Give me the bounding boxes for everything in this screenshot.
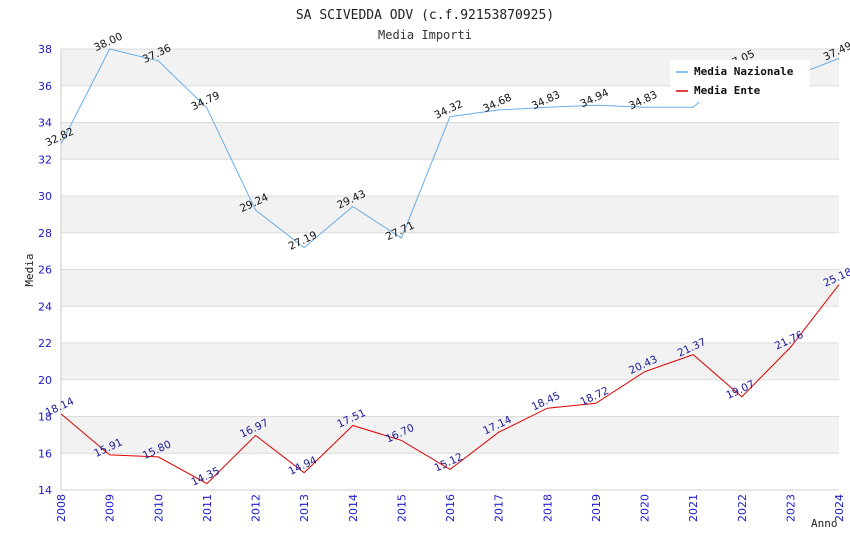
data-label: 34.83 xyxy=(530,89,562,113)
legend: Media Nazionale Media Ente xyxy=(670,60,810,102)
data-label: 34.32 xyxy=(433,98,465,122)
y-tick-label: 36 xyxy=(38,80,52,93)
x-tick-label: 2011 xyxy=(201,494,214,522)
axes xyxy=(60,49,839,491)
x-tick-label: 2015 xyxy=(395,494,408,522)
x-tick-label: 2022 xyxy=(736,494,749,522)
series-line-ente xyxy=(60,284,840,485)
legend-label-nazionale: Media Nazionale xyxy=(694,65,794,78)
grid-band xyxy=(61,269,839,307)
data-label: 34.68 xyxy=(481,91,513,115)
y-tick-label: 22 xyxy=(38,337,52,350)
data-label: 34.83 xyxy=(627,89,659,113)
data-label: 14.35 xyxy=(189,465,221,489)
y-tick-label: 14 xyxy=(38,484,52,497)
x-tick-label: 2019 xyxy=(590,494,603,522)
data-label: 19.07 xyxy=(724,378,756,402)
y-tick-label: 38 xyxy=(38,43,52,56)
data-label: 14.94 xyxy=(287,454,320,478)
data-label: 18.45 xyxy=(530,390,562,414)
data-label: 18.72 xyxy=(578,385,610,409)
x-tick-label: 2012 xyxy=(250,494,263,522)
grid-band xyxy=(61,122,839,160)
y-tick-label: 24 xyxy=(38,300,52,313)
x-tick-label: 2014 xyxy=(347,494,360,522)
x-tick-label: 2018 xyxy=(541,494,554,522)
grid-band xyxy=(61,343,839,380)
x-tick-label: 2020 xyxy=(639,494,652,522)
y-tick-label: 16 xyxy=(38,447,52,460)
grid-band xyxy=(61,196,839,233)
x-tick-label: 2010 xyxy=(152,494,165,522)
x-tick-label: 2023 xyxy=(784,494,797,522)
y-tick-label: 20 xyxy=(38,374,52,387)
chart-title: SA SCIVEDDA ODV (c.f.92153870925) xyxy=(296,8,554,23)
grid-band xyxy=(61,416,839,454)
y-tick-label: 18 xyxy=(38,411,52,424)
x-tick-label: 2017 xyxy=(493,494,506,522)
data-label: 18.14 xyxy=(44,395,77,419)
x-tick-label: 2008 xyxy=(55,494,68,522)
x-tick-label: 2021 xyxy=(687,494,700,522)
data-label: 34.79 xyxy=(189,89,221,113)
x-axis-label: Anno xyxy=(811,517,838,530)
data-label: 15.12 xyxy=(433,451,465,475)
y-tick-label: 32 xyxy=(38,153,52,166)
x-tick-label: 2013 xyxy=(298,494,311,522)
x-tick-labels: 2008 2009 2010 2011 2012 2013 2014 2015 2016 2017… xyxy=(55,494,846,522)
chart-subtitle: Media Importi xyxy=(378,28,472,42)
legend-label-ente: Media Ente xyxy=(694,84,761,97)
data-label: 34.94 xyxy=(578,87,611,111)
x-tick-label: 2009 xyxy=(104,494,117,522)
x-tick-label: 2024 xyxy=(833,494,846,522)
y-tick-label: 26 xyxy=(38,264,52,277)
x-tick-label: 2016 xyxy=(444,494,457,522)
y-tick-label: 28 xyxy=(38,227,52,240)
y-axis-label: Media xyxy=(23,253,36,286)
y-tick-label: 30 xyxy=(38,190,52,203)
y-tick-label: 34 xyxy=(38,117,52,130)
y-tick-labels: 14 16 18 20 22 24 26 28 30 32 34 36 38 xyxy=(38,43,52,497)
legend-box xyxy=(670,60,810,102)
